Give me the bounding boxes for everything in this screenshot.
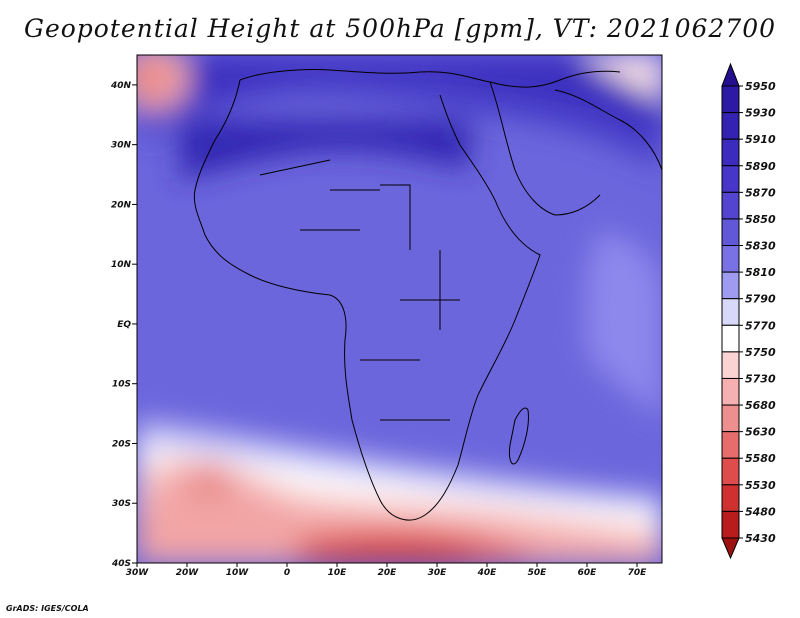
colorbar-swatch [721, 138, 740, 167]
colorbar-swatch [721, 324, 740, 353]
colorbar-swatch [721, 271, 740, 300]
colorbar-label: 5870 [745, 186, 776, 199]
contour-field [137, 55, 662, 563]
colorbar-swatch [721, 351, 740, 379]
grads-credit: GrADS: IGES/COLA [6, 604, 89, 613]
colorbar-label: 5730 [745, 372, 776, 385]
colorbar-label: 5930 [745, 107, 776, 120]
lat-label: 20S [112, 439, 131, 449]
colorbar-swatch [721, 484, 740, 512]
colorbar-swatch [721, 510, 740, 539]
colorbar-top-arrow [721, 62, 740, 87]
lat-label: EQ [117, 320, 131, 330]
colorbar-swatch [721, 85, 740, 114]
latitude-axis: 40N 30N 20N 10N EQ 10S 20S 30S 40S [110, 81, 137, 569]
lon-label: 0 [284, 568, 290, 578]
lon-label: 40E [477, 568, 498, 578]
colorbar-swatch [721, 191, 740, 220]
longitude-axis: 30W 20W 10W 0 10E 20E 30E 40E 50E 60E 70E [126, 563, 647, 578]
colorbar-label: 5750 [745, 346, 776, 359]
geopotential-map: 40N 30N 20N 10N EQ 10S 20S 30S 40S 30W 20W 10W 0 10E… [110, 54, 776, 578]
colorbar-label: 5850 [745, 213, 776, 226]
colorbar-label: 5430 [745, 532, 776, 545]
colorbar-swatch [721, 218, 740, 247]
colorbar-swatch [721, 165, 740, 193]
colorbar-label: 5480 [745, 505, 776, 518]
lat-label: 10S [112, 380, 131, 390]
colorbar-swatch [721, 377, 740, 406]
colorbar-swatch [721, 431, 740, 459]
lon-label: 10W [226, 568, 250, 578]
lon-label: 30W [126, 568, 150, 578]
colorbar-label: 5950 [745, 80, 776, 93]
colorbar: 5950 5930 5910 5890 5870 5850 5830 5810 5790 5770… [721, 62, 776, 560]
lon-label: 50E [528, 568, 548, 578]
colorbar-swatch [721, 298, 740, 326]
colorbar-label: 5630 [745, 426, 776, 439]
lon-label: 10E [328, 568, 348, 578]
colorbar-swatch [721, 457, 740, 486]
map-frame [136, 54, 663, 564]
colorbar-label: 5680 [745, 399, 776, 412]
lon-label: 70E [628, 568, 648, 578]
colorbar-swatch [721, 245, 740, 273]
lon-label: 20E [378, 568, 398, 578]
colorbar-label: 5910 [745, 133, 776, 146]
colorbar-label: 5530 [745, 479, 776, 492]
lat-label: 30S [112, 499, 131, 509]
colorbar-swatch [721, 404, 740, 433]
colorbar-label: 5810 [745, 266, 776, 279]
lat-label: 30N [111, 141, 132, 151]
lat-label: 10N [111, 260, 132, 270]
colorbar-label: 5890 [745, 160, 776, 173]
lon-label: 20W [176, 568, 200, 578]
lat-label: 40S [111, 559, 131, 569]
colorbar-label: 5580 [745, 452, 776, 465]
lon-label: 60E [578, 568, 598, 578]
colorbar-label: 5830 [745, 240, 776, 253]
colorbar-label: 5770 [745, 319, 776, 332]
map-title: Geopotential Height at 500hPa [gpm], VT:… [23, 14, 777, 43]
colorbar-swatch [721, 112, 740, 140]
colorbar-bottom-arrow [721, 537, 740, 560]
colorbar-label: 5790 [745, 293, 776, 306]
lat-label: 40N [110, 81, 132, 91]
lat-label: 20N [111, 200, 132, 210]
lon-label: 30E [428, 568, 448, 578]
coastlines [193, 69, 662, 521]
